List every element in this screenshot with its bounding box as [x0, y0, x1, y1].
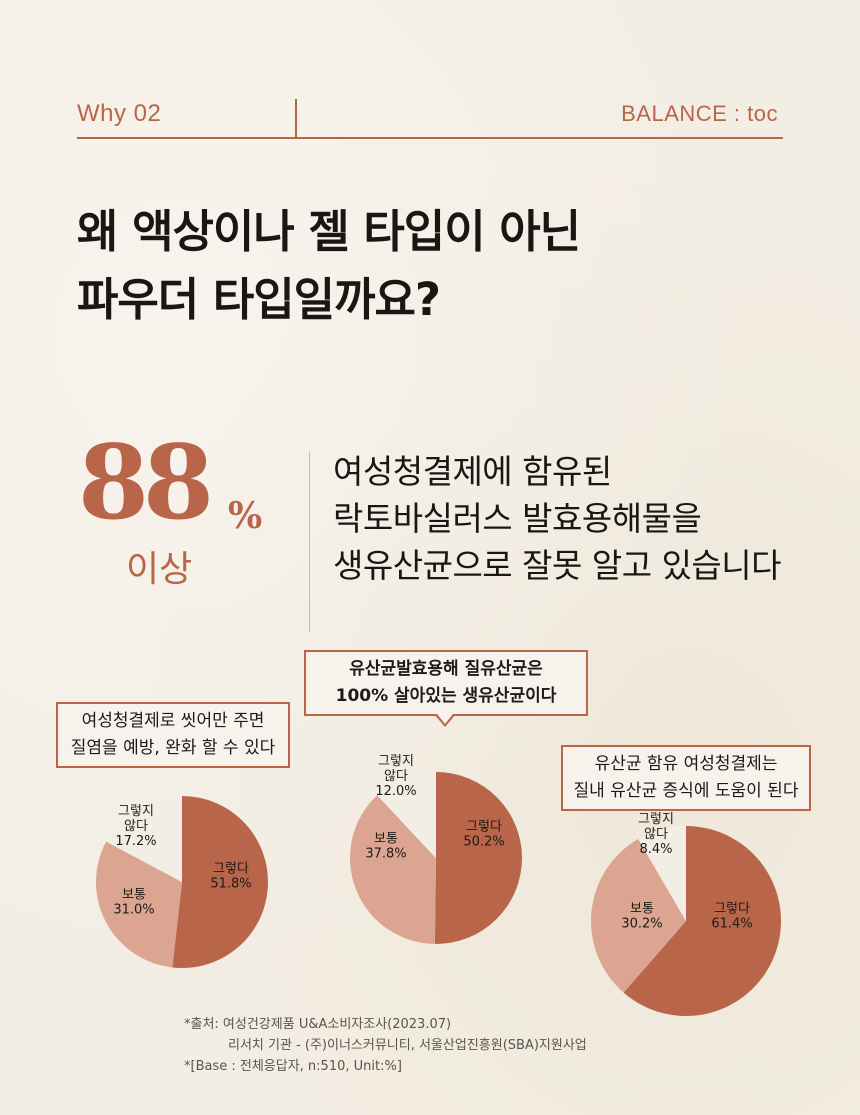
pie-1-label-yes-2: 51.8%	[210, 877, 251, 892]
stat-number: 88	[78, 423, 214, 543]
footnote-source: *출처: 여성건강제품 U&A소비자조사(2023.07)	[184, 1017, 452, 1032]
pie-1-label-neutral-2: 31.0%	[113, 903, 154, 918]
pie-1-label-no-3: 17.2%	[115, 834, 156, 849]
callout-1-line-1: 여성청결제로 씻어만 주면	[81, 711, 265, 731]
brand-label: BALANCE : toc	[621, 101, 778, 126]
stat-desc-line-2: 락토바실러스 발효용해물을	[333, 499, 702, 538]
pie-2-label-yes-2: 50.2%	[463, 835, 504, 850]
callout-2-line-2: 100% 살아있는 생유산균이다	[335, 686, 557, 706]
stat-divider	[309, 452, 310, 632]
pie-2-label-no-2: 않다	[384, 769, 408, 784]
pie-3-slice-no	[638, 826, 686, 921]
pie-2-label-no-1: 그렇지	[378, 754, 414, 769]
pie-1-label-neutral-1: 보통	[122, 888, 146, 903]
pie-3-label-yes-2: 61.4%	[711, 917, 752, 932]
title-line-1: 왜 액상이나 젤 타입이 아닌	[77, 205, 581, 258]
pie-2-slice-no	[377, 772, 436, 858]
pie-3-label-neutral-2: 30.2%	[621, 917, 662, 932]
callout-3-line-2: 질내 유산균 증식에 도움이 된다	[573, 781, 799, 801]
pie-1-label-yes-1: 그렇다	[213, 862, 249, 877]
stat-desc-line-3: 생유산균으로 잘못 알고 있습니다	[333, 546, 782, 585]
callout-1: 여성청결제로 씻어만 주면 질염을 예방, 완화 할 수 있다	[56, 702, 290, 768]
footnote: *출처: 여성건강제품 U&A소비자조사(2023.07) 리서치 기관 - (…	[184, 1014, 587, 1077]
stat-desc-line-1: 여성청결제에 함유된	[333, 452, 612, 491]
stat-sub: 이상	[126, 549, 193, 590]
stat-percent-sign: %	[228, 495, 263, 537]
pie-1-label-no-2: 않다	[124, 819, 148, 834]
callout-3-line-1: 유산균 함유 여성청결제는	[594, 754, 778, 774]
pie-3-slice-neutral	[591, 838, 686, 993]
pie-2-slice-neutral	[350, 795, 436, 944]
title-line-2: 파우더 타입일까요?	[77, 273, 441, 326]
pie-2-slice-yes	[434, 772, 523, 944]
section-label: Why 02	[77, 100, 162, 127]
pie-3-label-no-2: 않다	[644, 827, 668, 842]
pie-1-slice-neutral	[95, 841, 182, 968]
callout-3: 유산균 함유 여성청결제는 질내 유산균 증식에 도움이 된다	[561, 745, 811, 811]
page-title: 왜 액상이나 젤 타입이 아닌 파우더 타입일까요?	[77, 198, 581, 334]
pie-3-label-yes-1: 그렇다	[714, 902, 750, 917]
pie-3-label-no-3: 8.4%	[639, 842, 672, 857]
pie-2-label-neutral-2: 37.8%	[365, 847, 406, 862]
footnote-research-agency: 리서치 기관 - (주)이너스커뮤니티, 서울산업진흥원(SBA)지원사업	[228, 1038, 587, 1053]
pie-1-label-no-1: 그렇지	[118, 804, 154, 819]
stat-description: 여성청결제에 함유된 락토바실러스 발효용해물을 생유산균으로 잘못 알고 있습…	[333, 448, 782, 589]
pie-2-label-neutral-1: 보통	[374, 832, 398, 847]
pie-2-label-yes-1: 그렇다	[466, 820, 502, 835]
callout-2-pointer-inner	[437, 714, 453, 724]
header-rule	[77, 137, 783, 139]
pie-3-label-no-1: 그렇지	[638, 812, 674, 827]
pie-1-slice-yes	[172, 796, 268, 968]
callout-2: 유산균발효용해 질유산균은 100% 살아있는 생유산균이다	[304, 650, 588, 716]
callout-2-line-1: 유산균발효용해 질유산균은	[349, 659, 543, 679]
callout-1-line-2: 질염을 예방, 완화 할 수 있다	[70, 738, 276, 758]
header-divider-tick	[295, 99, 297, 138]
pie-3-label-neutral-1: 보통	[630, 902, 654, 917]
pie-1-slice-no	[106, 796, 182, 882]
footnote-base: *[Base : 전체응답자, n:510, Unit:%]	[184, 1059, 402, 1074]
pie-2-label-no-3: 12.0%	[375, 784, 416, 799]
pie-3-slice-yes	[623, 826, 781, 1016]
